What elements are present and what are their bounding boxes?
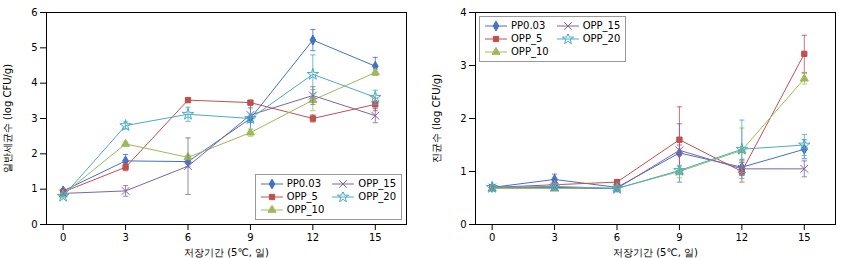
svg-text:12: 12 <box>735 232 748 243</box>
svg-text:6: 6 <box>31 7 37 18</box>
html-text:OPP_15: OPP_15 <box>358 178 396 189</box>
svg-text:9: 9 <box>676 232 682 243</box>
svg-text:4: 4 <box>460 7 466 18</box>
html-text:OPP_5: OPP_5 <box>286 191 318 202</box>
svg-text:0: 0 <box>489 232 495 243</box>
svg-text:5: 5 <box>31 42 37 53</box>
svg-text:2: 2 <box>31 148 37 159</box>
svg-text:일반세균수 (log CFU/g): 일반세균수 (log CFU/g) <box>2 64 13 173</box>
svg-text:2: 2 <box>460 113 466 124</box>
svg-text:6: 6 <box>614 232 620 243</box>
svg-text:3: 3 <box>460 60 466 71</box>
svg-text:15: 15 <box>369 232 382 243</box>
svg-text:1: 1 <box>31 183 37 194</box>
html-text:OPP_10: OPP_10 <box>286 204 325 215</box>
svg-text:0: 0 <box>460 219 466 230</box>
svg-text:1: 1 <box>460 166 466 177</box>
svg-text:3: 3 <box>551 232 557 243</box>
svg-text:12: 12 <box>306 232 319 243</box>
svg-text:0: 0 <box>60 232 66 243</box>
svg-text:저장기간 (5℃, 일): 저장기간 (5℃, 일) <box>184 247 269 258</box>
html-text:PP0.03: PP0.03 <box>511 20 546 31</box>
html-text:PP0.03: PP0.03 <box>286 178 321 189</box>
html-text:OPP_10: OPP_10 <box>511 46 549 57</box>
svg-text:저장기간 (5℃, 일): 저장기간 (5℃, 일) <box>613 247 698 258</box>
html-text:OPP_20: OPP_20 <box>358 191 396 202</box>
svg-text:4: 4 <box>31 77 37 88</box>
svg-text:15: 15 <box>798 232 811 243</box>
html-text:OPP_20: OPP_20 <box>582 33 621 44</box>
svg-text:0: 0 <box>31 219 37 230</box>
html-text:OPP_15: OPP_15 <box>582 20 621 31</box>
svg-text:6: 6 <box>185 232 191 243</box>
svg-text:9: 9 <box>247 232 253 243</box>
svg-text:3: 3 <box>122 232 128 243</box>
html-text:OPP_5: OPP_5 <box>511 33 543 44</box>
svg-text:진균수 (log CFU/g): 진균수 (log CFU/g) <box>431 74 442 163</box>
svg-text:3: 3 <box>31 113 37 124</box>
